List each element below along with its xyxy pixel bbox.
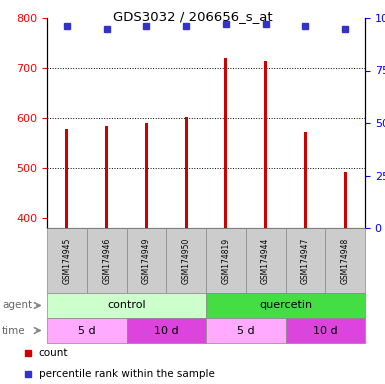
Bar [286,318,365,343]
Text: time: time [2,326,25,336]
Text: 5 d: 5 d [237,326,254,336]
Bar [145,123,148,228]
Bar [304,132,307,228]
Text: GSM174950: GSM174950 [182,237,191,284]
Bar [127,228,166,293]
Text: GSM174949: GSM174949 [142,237,151,284]
Text: control: control [107,301,146,311]
Bar [206,318,286,343]
Bar [47,293,206,318]
Bar [264,61,267,228]
Text: count: count [38,348,68,358]
Text: GSM174946: GSM174946 [102,237,111,284]
Text: 10 d: 10 d [313,326,338,336]
Bar [65,129,69,228]
Text: GDS3032 / 206656_s_at: GDS3032 / 206656_s_at [113,10,272,23]
Text: GSM174944: GSM174944 [261,237,270,284]
Text: GSM174947: GSM174947 [301,237,310,284]
Text: GSM174945: GSM174945 [62,237,71,284]
Bar [343,172,347,228]
Bar [47,228,87,293]
Text: agent: agent [2,301,32,311]
Bar [206,293,365,318]
Bar [47,318,127,343]
Text: percentile rank within the sample: percentile rank within the sample [38,369,214,379]
Text: 10 d: 10 d [154,326,179,336]
Bar [105,126,108,228]
Text: GSM174948: GSM174948 [341,237,350,284]
Text: GSM174819: GSM174819 [221,237,230,283]
Bar [246,228,286,293]
Bar [184,116,188,228]
Bar [127,318,206,343]
Bar [166,228,206,293]
Bar [286,228,325,293]
Bar [325,228,365,293]
Bar [87,228,127,293]
Bar [224,58,228,228]
Bar [206,228,246,293]
Text: quercetin: quercetin [259,301,312,311]
Text: 5 d: 5 d [78,326,95,336]
